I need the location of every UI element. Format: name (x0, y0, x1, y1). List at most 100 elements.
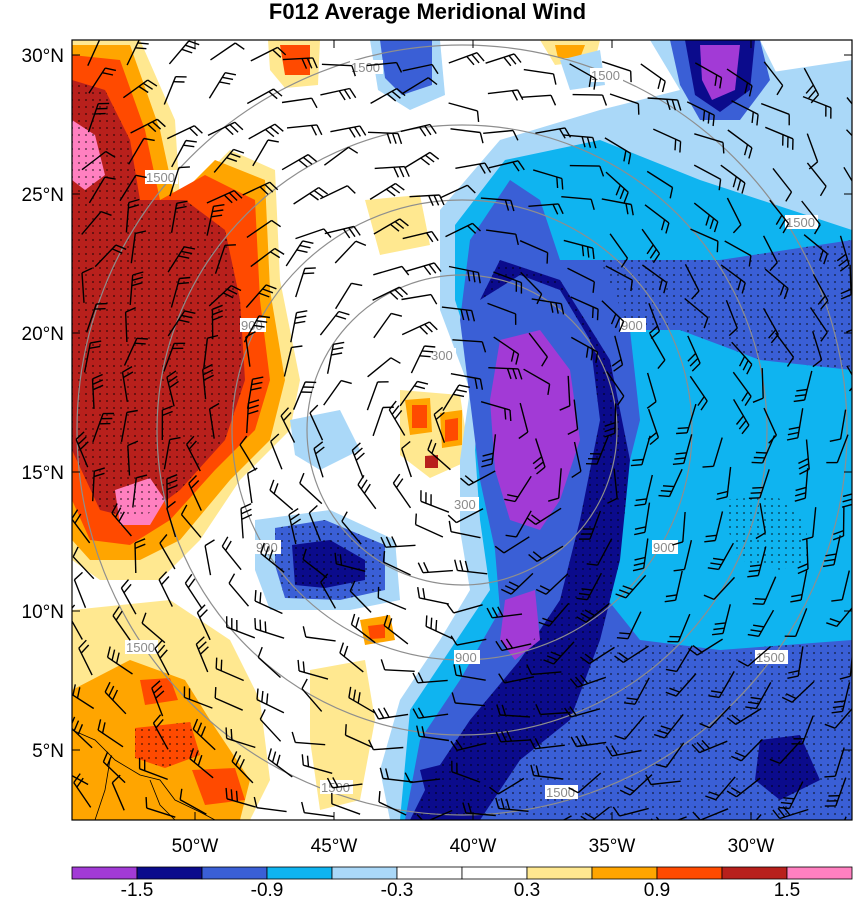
wind-barb-feather (578, 592, 590, 596)
wind-barb (812, 507, 817, 538)
wind-barb-feather (575, 735, 583, 747)
wind-barb-feather (419, 355, 431, 358)
wind-barb-feather (399, 218, 409, 227)
wind-barb-feather (135, 174, 147, 179)
wind-barb-feather (658, 279, 663, 291)
wind-barb-feather (826, 622, 837, 628)
wind-barb-feather (779, 284, 785, 296)
wind-barb-feather (253, 796, 258, 808)
wind-barb-feather (89, 345, 101, 349)
wind-barb-feather (825, 553, 837, 557)
wind-barb-feather (226, 288, 238, 295)
wind-barb-feather (296, 310, 308, 314)
wind-barb (646, 170, 673, 189)
wind-barb-feather (467, 802, 472, 814)
wind-barb-feather (820, 331, 828, 342)
wind-barb-feather (180, 504, 188, 515)
wind-barb (760, 102, 790, 115)
plot-frame (71, 39, 853, 821)
wind-barb-feather (131, 282, 143, 287)
wind-barb (341, 520, 362, 545)
wind-barb (141, 622, 166, 644)
wind-barb-feather (288, 508, 299, 516)
wind-barb-feather (719, 77, 723, 89)
wind-barb-feather (296, 249, 308, 253)
wind-barb-feather (79, 441, 89, 450)
wind-barb-feather (188, 40, 200, 46)
wind-barb-feather (431, 64, 439, 75)
wind-barb-feather (277, 46, 287, 56)
wind-barb-feather (331, 352, 343, 356)
wind-barb-feather (433, 195, 440, 206)
wind-barb-feather (355, 617, 360, 628)
wind-barb-feather (802, 536, 813, 541)
wind-barb-feather (306, 755, 310, 767)
wind-barb-feather (265, 128, 275, 138)
wind-barb (841, 570, 850, 600)
colorbar-label: 0.3 (514, 880, 540, 900)
wind-barb-feather (302, 626, 307, 638)
wind-barb-feather (414, 513, 417, 525)
wind-barb-feather (299, 244, 311, 249)
wind-barb-feather (464, 475, 475, 484)
wind-barb-feather (556, 176, 559, 189)
wind-barb-feather (448, 520, 452, 532)
wind-barb (601, 61, 631, 72)
wind-barb-feather (531, 514, 541, 523)
wind-barb-feather (705, 214, 710, 226)
wind-barb (252, 139, 269, 167)
wind-barb (650, 780, 681, 786)
wind-barb-feather (748, 497, 760, 499)
wind-barb-feather (247, 410, 259, 415)
wind-barb-feather (580, 612, 591, 620)
wind-barb-feather (710, 562, 722, 566)
wind-barb-feather (395, 478, 404, 489)
wind-barb-feather (666, 99, 671, 111)
wind-barb-feather (495, 797, 500, 809)
wind-barb-feather (289, 513, 300, 521)
wind-barb-feather (705, 795, 716, 801)
wind-barb-feather (747, 701, 759, 705)
wind-barb-feather (196, 722, 203, 734)
colorbar-box (786, 866, 853, 880)
wind-barb-feather (209, 402, 220, 410)
wind-barb (383, 561, 411, 576)
wind-barb (319, 185, 348, 200)
wind-barb-feather (254, 618, 257, 630)
lon-label: 45°W (311, 836, 358, 857)
wind-barb-feather (663, 282, 668, 294)
wind-barb-feather (186, 435, 195, 445)
wind-barb-feather (100, 38, 111, 39)
wind-barb-feather (550, 301, 554, 313)
wind-barb-feather (390, 223, 400, 232)
wind-barb-feather (379, 767, 384, 779)
wind-barb-feather (192, 718, 199, 730)
ring-label: 1500 (786, 215, 815, 230)
lon-label: 50°W (172, 836, 219, 857)
colorbar-labels: -1.5 -0.9 -0.3 0.3 0.9 1.5 (121, 880, 801, 900)
wind-barb (349, 590, 372, 613)
wind-barb (259, 718, 282, 742)
wind-barb (834, 747, 845, 777)
wind-barb-feather (333, 341, 345, 345)
wind-barb-feather (665, 594, 677, 598)
wind-barb-feather (417, 380, 429, 385)
wind-barb-feather (508, 55, 517, 65)
wind-barb (562, 815, 572, 820)
wind-barb-feather (576, 597, 588, 601)
wind-barb-feather (343, 645, 349, 657)
wind-barb-feather (505, 798, 511, 810)
wind-barb-feather (537, 823, 545, 830)
wind-barb-feather (790, 599, 802, 603)
wind-barb-feather (504, 585, 516, 592)
wind-barb-feather (363, 483, 371, 494)
wind-barb (523, 68, 554, 75)
ring-label: 1500 (546, 785, 575, 800)
wind-barb-feather (412, 708, 420, 719)
wind-barb-feather (351, 65, 356, 77)
wind-barb-feather (169, 436, 181, 441)
wind-barb-feather (214, 687, 217, 699)
wind-barb-feather (106, 646, 111, 658)
wind-barb-feather (518, 431, 529, 440)
wind-barb (455, 702, 486, 707)
